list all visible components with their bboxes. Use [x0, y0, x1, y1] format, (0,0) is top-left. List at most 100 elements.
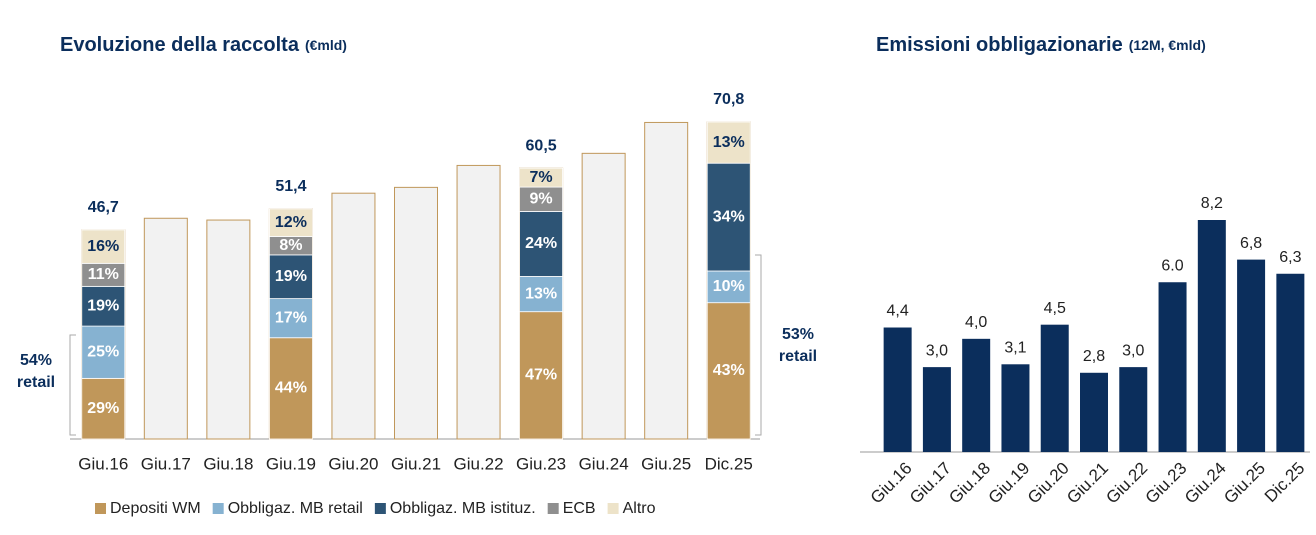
segment-label: 9%	[530, 190, 553, 207]
segment-label: 29%	[87, 400, 119, 417]
bracket	[69, 334, 76, 436]
x-tick-label: Giu.21	[391, 454, 441, 473]
annotation: 53%	[782, 326, 814, 343]
segment-label: 12%	[275, 214, 307, 231]
segment-label: 11%	[88, 266, 119, 283]
value-label: 6,3	[1279, 249, 1301, 266]
bar-segment	[269, 337, 313, 440]
x-tick-label: Giu.18	[203, 454, 253, 473]
x-tick-label: Giu.16	[78, 454, 128, 473]
chart-title: Evoluzione della raccolta (€mld)	[60, 34, 347, 56]
x-tick-label: Dic.25	[705, 454, 753, 473]
segment-label: 47%	[525, 367, 557, 384]
bar-segment	[706, 302, 751, 440]
legend-label: Obbligaz. MB istituz.	[390, 500, 536, 517]
bar	[456, 164, 501, 440]
bar-segment	[269, 208, 313, 237]
annotation: retail	[17, 374, 55, 391]
x-tick-label: Giu.20	[328, 454, 378, 473]
bar	[394, 186, 438, 440]
x-tick-label: Giu.22	[1102, 459, 1151, 508]
bar	[331, 192, 376, 440]
bar	[962, 338, 991, 452]
x-tick-label: Giu.23	[516, 454, 566, 473]
segment-label: 34%	[713, 208, 745, 225]
value-label: 8,2	[1201, 195, 1223, 212]
x-tick-label: Giu.17	[141, 454, 191, 473]
value-label: 3,0	[1122, 342, 1144, 359]
value-label: 2,8	[1083, 348, 1105, 365]
segment-label: 25%	[87, 343, 119, 360]
bar	[581, 152, 626, 440]
segment-label: 16%	[87, 238, 119, 255]
bar-segment	[269, 254, 313, 300]
x-tick-label: Giu.16	[867, 459, 916, 508]
segment-label: 24%	[525, 235, 557, 252]
subtitle: (12M, €mld)	[1129, 37, 1206, 53]
bar	[143, 217, 188, 440]
segment-label: 17%	[275, 309, 307, 326]
bar	[1040, 324, 1069, 452]
bar-segment	[269, 298, 313, 339]
segment-label: 44%	[275, 380, 307, 397]
bar	[1119, 367, 1148, 452]
x-tick-label: Giu.21	[1063, 459, 1112, 508]
segment-label: 8%	[279, 237, 302, 254]
value-label: 6.0	[1161, 257, 1183, 274]
bar	[1001, 364, 1030, 452]
segment-label: 43%	[713, 362, 745, 379]
chart-title: Emissioni obbligazionarie (12M, €mld)	[876, 34, 1206, 56]
segment-label: 13%	[713, 134, 745, 151]
bar-segment	[706, 121, 751, 164]
x-tick-label: Giu.19	[266, 454, 316, 473]
segment-label: 7%	[530, 169, 553, 186]
bar	[1197, 220, 1226, 452]
bar	[1276, 273, 1305, 452]
value-label: 3,1	[1004, 340, 1026, 357]
legend-swatch	[374, 503, 386, 514]
x-tick-label: Dic.25	[1261, 459, 1309, 507]
bar-segment	[519, 311, 563, 440]
bar	[206, 219, 251, 440]
bar-segment	[81, 377, 126, 440]
x-tick-label: Giu.18	[945, 459, 994, 508]
value-label: 4,0	[965, 314, 987, 331]
value-label: 4,4	[887, 303, 909, 320]
legend-label: Depositi WM	[110, 500, 201, 517]
segment-label: 19%	[87, 297, 119, 314]
legend-swatch	[95, 503, 106, 514]
bar	[1080, 372, 1108, 452]
legend-swatch	[212, 503, 224, 514]
value-label: 6,8	[1240, 235, 1262, 252]
bar-segment	[519, 211, 563, 277]
x-tick-label: Giu.19	[985, 459, 1034, 508]
segment-label: 19%	[275, 268, 307, 285]
legend-label: Obbligaz. MB retail	[228, 500, 363, 517]
bar	[1237, 259, 1266, 452]
bar-segment	[519, 167, 563, 188]
bar-segment	[81, 285, 126, 327]
segment-label: 10%	[713, 278, 745, 295]
x-tick-label: Giu.24	[1181, 459, 1230, 508]
legend-swatch	[547, 503, 559, 514]
legend-label: ECB	[563, 500, 596, 517]
bar	[1158, 282, 1187, 452]
bar	[922, 367, 951, 452]
bracket	[755, 254, 762, 436]
annotation: 54%	[20, 352, 52, 369]
legend-label: Altro	[623, 500, 656, 517]
x-tick-label: Giu.25	[641, 454, 691, 473]
title: Evoluzione della raccolta	[60, 34, 300, 56]
x-tick-label: Giu.25	[1220, 459, 1269, 508]
segment-label: 13%	[525, 285, 557, 302]
total-label: 51,4	[275, 178, 306, 195]
annotation: retail	[779, 348, 817, 365]
total-label: 46,7	[88, 199, 119, 216]
x-tick-label: Giu.20	[1024, 459, 1073, 508]
x-tick-label: Giu.23	[1142, 459, 1191, 508]
x-tick-label: Giu.17	[906, 459, 955, 508]
bar	[883, 327, 912, 452]
bar-segment	[519, 276, 563, 313]
value-label: 4,5	[1044, 300, 1066, 317]
